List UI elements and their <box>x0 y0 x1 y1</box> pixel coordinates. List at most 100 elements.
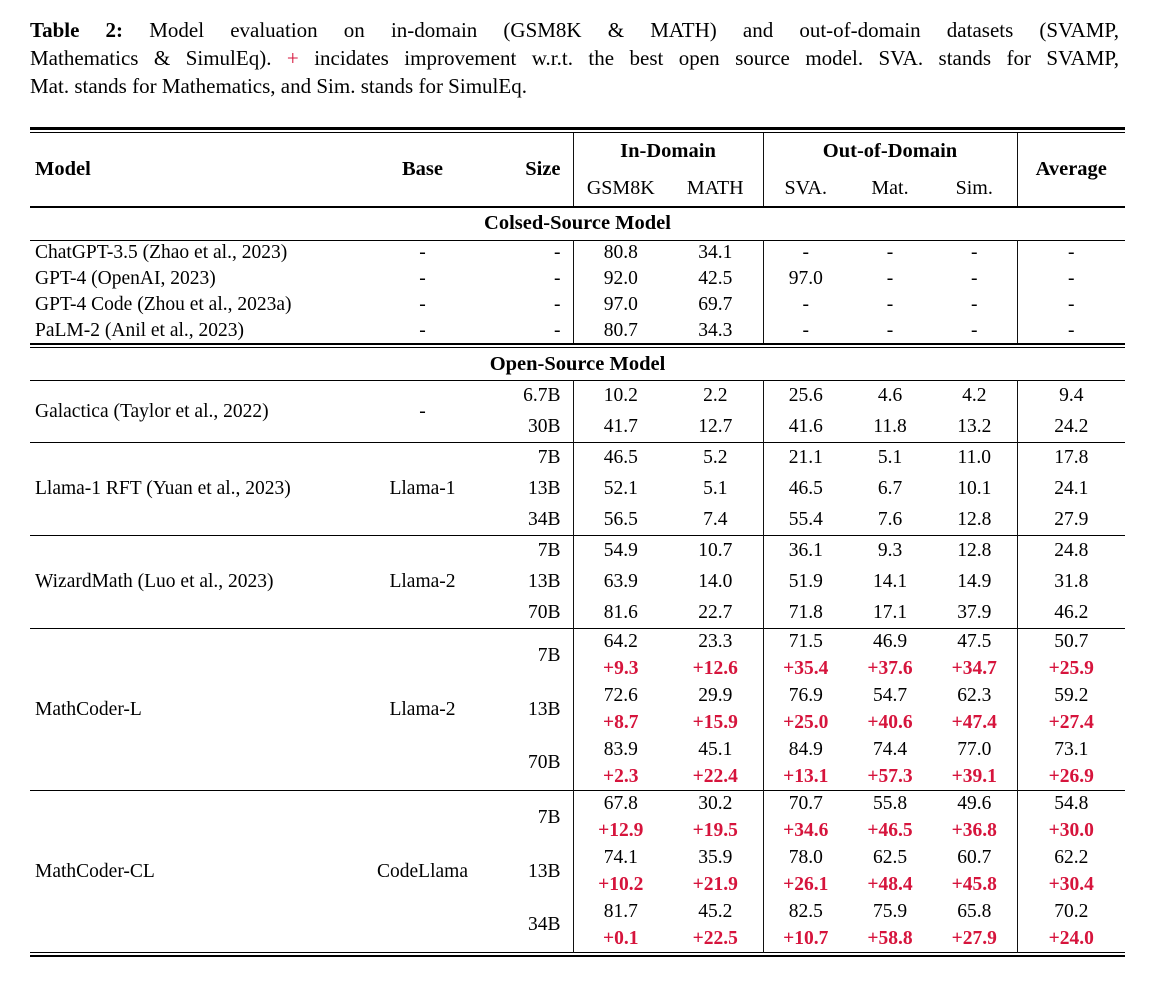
value-cell: 5.1 <box>703 478 728 499</box>
col-group-in-domain: In-Domain <box>572 132 763 171</box>
delta-cell: +37.6 <box>867 658 913 679</box>
model-group: ChatGPT-3.5 (Zhao et al., 2023) - -80.8 34.… <box>30 240 1125 266</box>
value-cell: - <box>971 268 978 289</box>
value-cell: - <box>1016 266 1125 292</box>
value-cell: 92.0 <box>572 266 668 292</box>
model-name: Galactica (Taylor et al., 2022) <box>35 400 269 422</box>
value-cell: 64.2 <box>572 628 668 656</box>
delta-cell: +47.4 <box>951 712 997 733</box>
delta-cell: +2.3 <box>572 763 668 791</box>
model-name: MathCoder-CL <box>35 860 155 882</box>
value-cell: 51.9 <box>762 566 848 598</box>
value-cell: 11.0 <box>957 447 991 469</box>
delta-cell: +30.4 <box>1016 871 1125 899</box>
base-name: - <box>419 268 426 289</box>
value-cell: 41.7 <box>572 411 668 443</box>
size-label: - <box>554 242 561 264</box>
delta-cell: +12.9 <box>572 817 668 845</box>
value-cell: - <box>886 319 894 341</box>
value-cell: 62.3 <box>957 685 992 706</box>
value-cell: - <box>886 242 894 264</box>
value-cell: - <box>762 292 848 318</box>
model-name: GPT-4 (OpenAI, 2023) <box>35 268 216 289</box>
value-cell: 54.7 <box>872 685 908 706</box>
value-cell: 80.8 <box>572 240 668 266</box>
value-cell: 14.0 <box>698 571 733 592</box>
delta-cell: +27.9 <box>951 927 997 949</box>
value-cell: 82.5 <box>762 898 848 926</box>
value-cell: 9.4 <box>1016 380 1125 412</box>
value-cell: 46.2 <box>1016 597 1125 629</box>
value-cell: 45.2 <box>698 901 733 922</box>
delta-cell: +25.0 <box>762 709 848 737</box>
value-cell: 63.9 <box>572 566 668 598</box>
value-cell: 10.2 <box>572 380 668 412</box>
col-header-model: Model <box>35 157 91 180</box>
plus-indicator: + <box>286 46 299 70</box>
delta-cell: +10.7 <box>762 925 848 953</box>
base-name: - <box>419 319 426 341</box>
delta-cell: +22.4 <box>692 765 738 787</box>
value-cell: 46.5 <box>762 473 848 505</box>
value-cell: 4.6 <box>877 385 903 407</box>
delta-cell: +27.4 <box>1016 709 1125 737</box>
delta-cell: +8.7 <box>572 709 668 737</box>
size-label: 6.7B <box>523 385 561 407</box>
delta-cell: +46.5 <box>867 820 913 841</box>
model-name: MathCoder-L <box>35 698 142 720</box>
model-group: PaLM-2 (Anil et al., 2023) - -80.7 34.3- - - - <box>30 318 1125 344</box>
value-cell: 70.7 <box>762 790 848 818</box>
value-cell: 31.8 <box>1016 566 1125 598</box>
value-cell: 72.6 <box>572 682 668 710</box>
size-label: 7B <box>537 806 561 828</box>
col-header-mat: Mat. <box>871 176 909 199</box>
value-cell: 29.9 <box>698 685 733 706</box>
size-label: 7B <box>537 644 561 666</box>
base-name: Llama-1 <box>389 478 456 499</box>
value-cell: 7.6 <box>877 508 903 530</box>
value-cell: 81.7 <box>572 898 668 926</box>
value-cell: 41.6 <box>762 411 848 443</box>
value-cell: 27.9 <box>1016 504 1125 536</box>
value-cell: 47.5 <box>957 631 992 653</box>
size-label: 34B <box>527 914 561 936</box>
model-group: MathCoder-CL CodeLlama 7B 67.8 30.2 70.7 55.8 4… <box>30 790 1125 953</box>
value-cell: 4.2 <box>962 385 987 407</box>
size-label: - <box>554 268 561 289</box>
col-group-out-of-domain: Out-of-Domain <box>762 132 1017 171</box>
caption-line-3: Mat. stands for Mathematics, and Sim. st… <box>30 72 1119 100</box>
value-cell: 70.2 <box>1016 898 1125 926</box>
value-cell: 71.8 <box>762 597 848 629</box>
section-header: Colsed-Source Model <box>30 207 1125 240</box>
model-group: GPT-4 (OpenAI, 2023) - -92.0 42.5 97.0- - - <box>30 266 1125 292</box>
page: Table 2: Model evaluation on in-domain (… <box>30 18 1125 957</box>
top-double-rule <box>30 127 1125 133</box>
size-label: 34B <box>527 508 561 530</box>
value-cell: 78.0 <box>762 844 848 872</box>
bottom-double-rule <box>30 952 1125 957</box>
delta-cell: +30.0 <box>1016 817 1125 845</box>
value-cell: 71.5 <box>762 628 848 656</box>
caption-label: Table 2: <box>30 18 124 42</box>
size-label: 7B <box>537 447 561 469</box>
value-cell: 81.6 <box>572 597 668 629</box>
size-label: 70B <box>527 601 561 623</box>
value-cell: 55.8 <box>872 793 908 815</box>
size-label: - <box>554 319 561 341</box>
value-cell: 75.9 <box>872 901 908 922</box>
size-label: 7B <box>537 540 561 562</box>
model-group: WizardMath (Luo et al., 2023) Llama-2 7B 54… <box>30 535 1125 629</box>
value-cell: 25.6 <box>762 380 848 412</box>
value-cell: 59.2 <box>1016 682 1125 710</box>
value-cell: 35.9 <box>698 847 733 868</box>
value-cell: 80.7 <box>572 318 668 344</box>
model-group: MathCoder-L Llama-2 7B 64.2 23.3 71.5 46.9 47.5… <box>30 628 1125 791</box>
delta-cell: +21.9 <box>692 874 738 895</box>
value-cell: 9.3 <box>877 540 903 562</box>
value-cell: 34.1 <box>698 242 733 264</box>
value-cell: 49.6 <box>957 793 992 815</box>
value-cell: 54.8 <box>1016 790 1125 818</box>
value-cell: - <box>762 240 848 266</box>
size-label: 13B <box>527 698 561 720</box>
value-cell: 62.2 <box>1016 844 1125 872</box>
